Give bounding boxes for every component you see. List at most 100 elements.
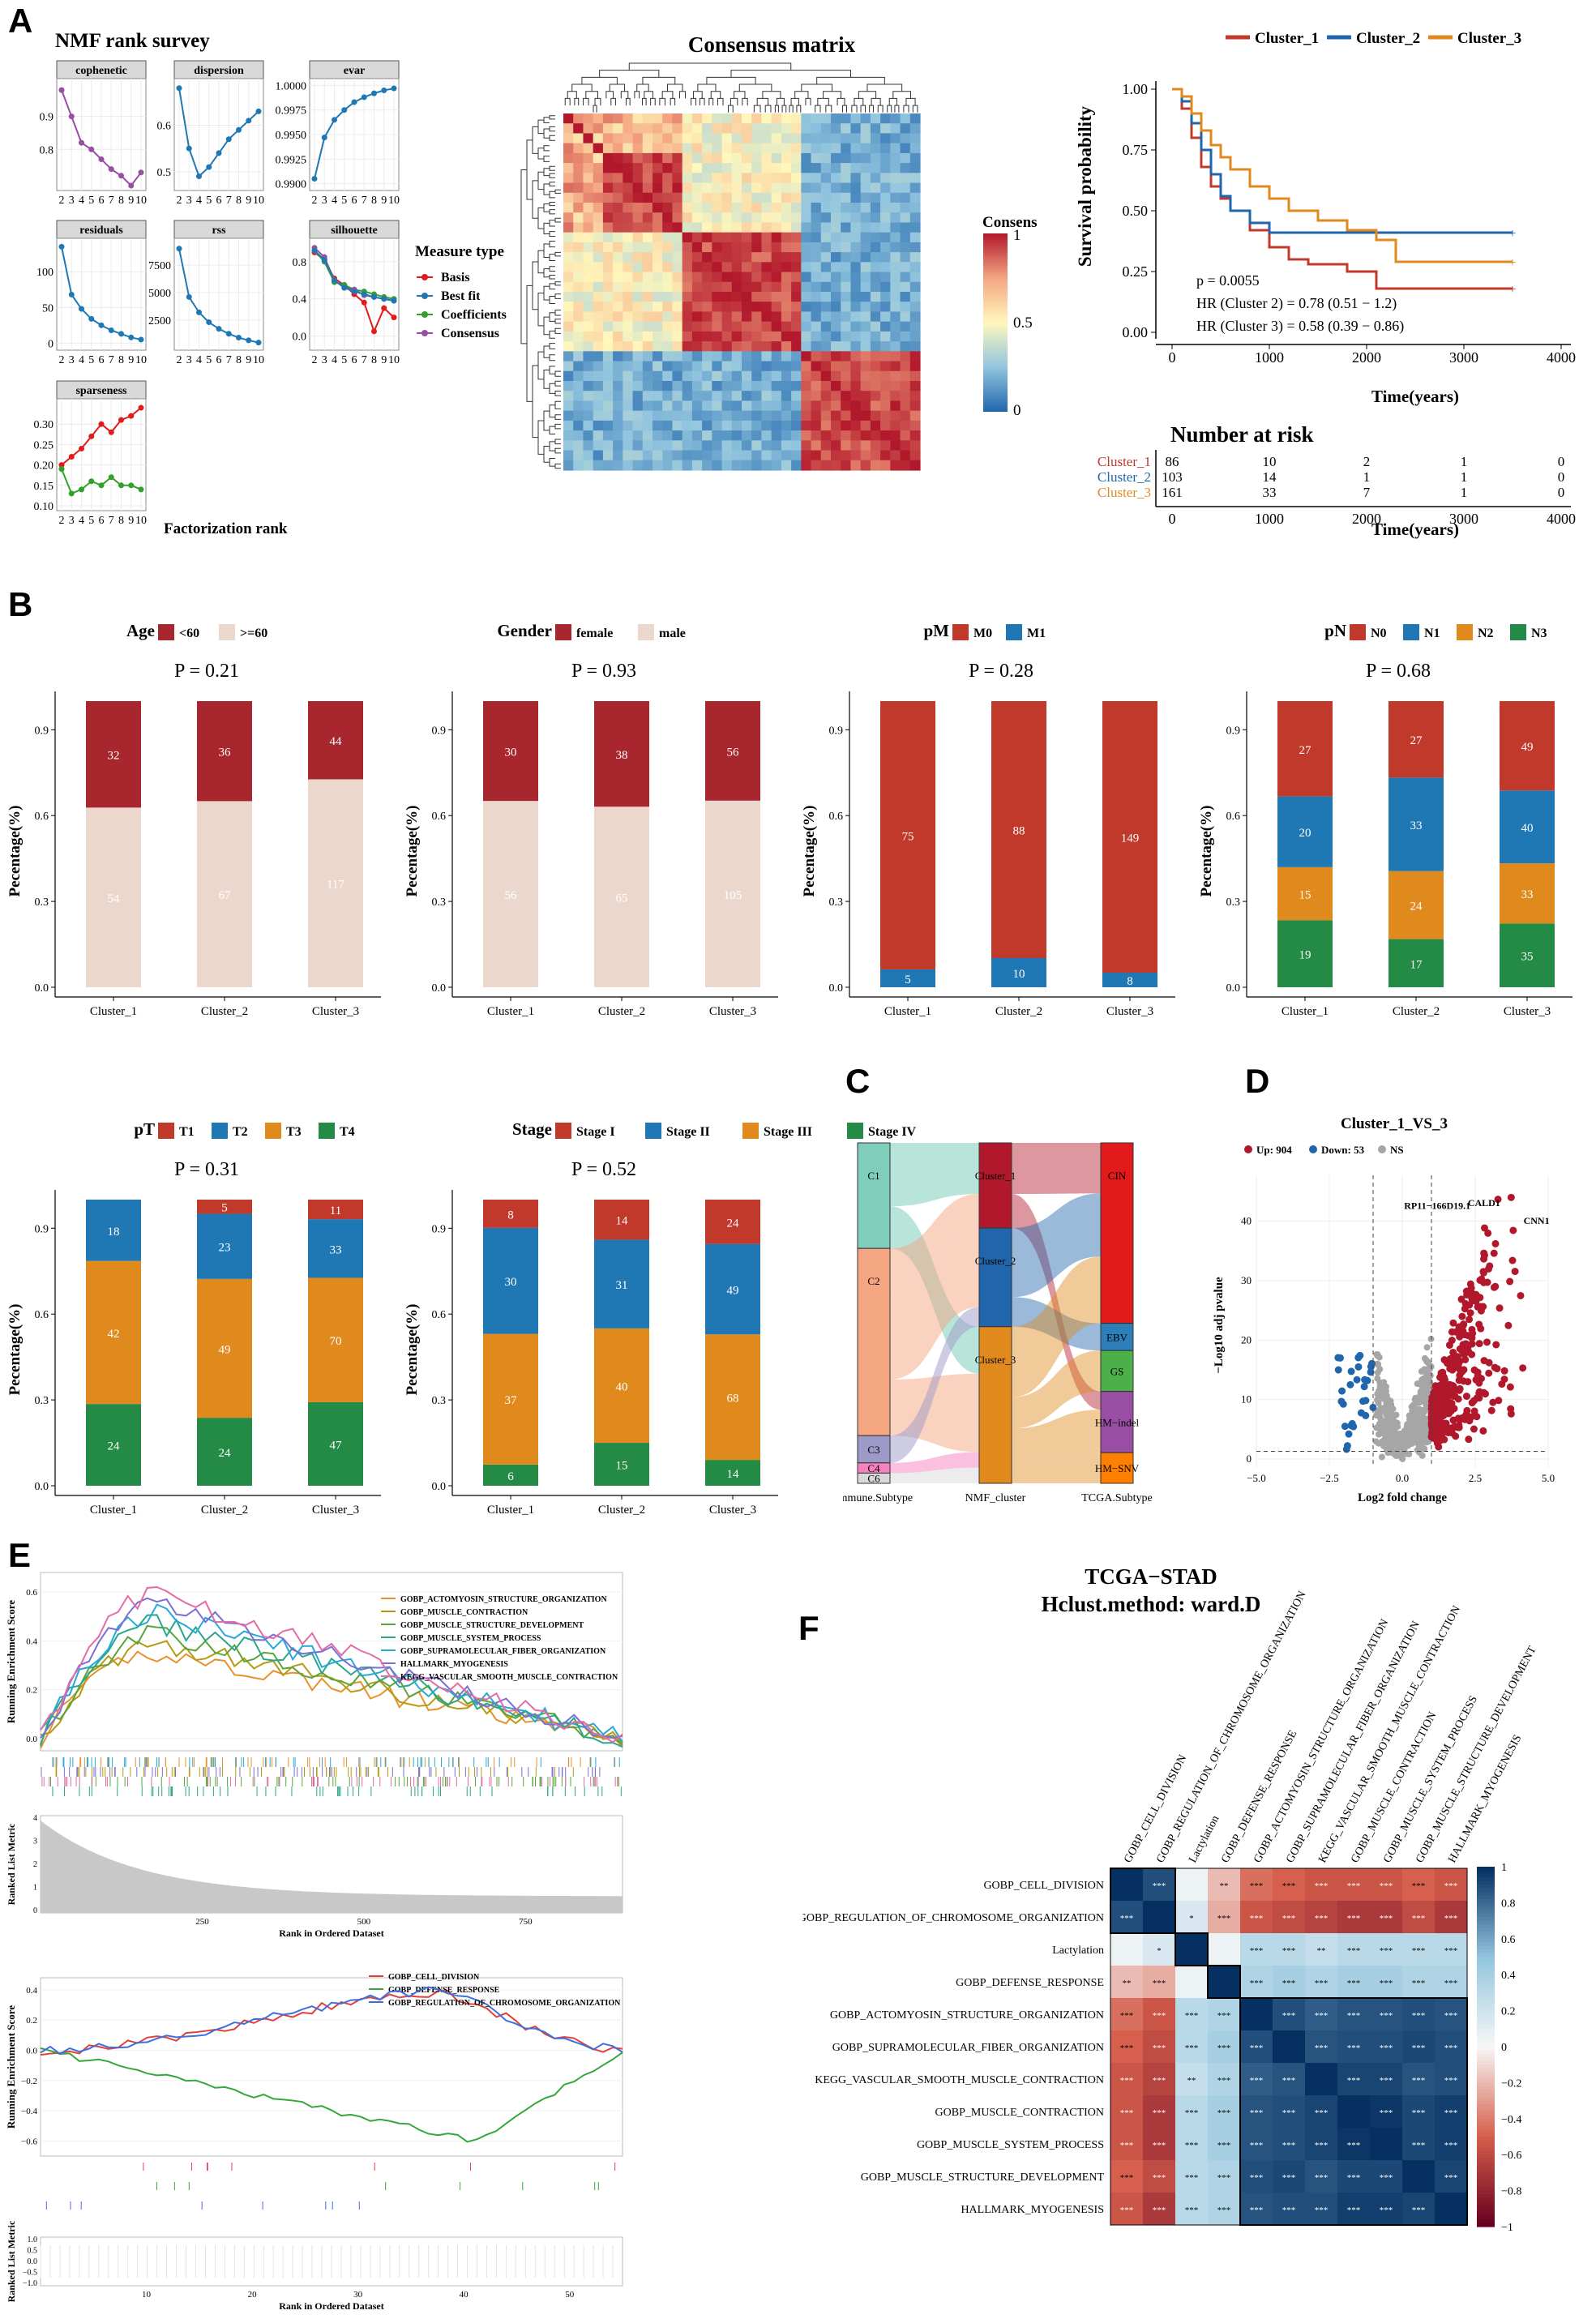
- consensus-cell: [850, 113, 862, 124]
- consensus-colorbar: [983, 233, 1008, 412]
- consensus-cell: [662, 381, 674, 391]
- consensus-cell: [820, 152, 832, 164]
- bar-value-label: 15: [616, 1460, 628, 1473]
- consensus-cell: [870, 430, 881, 441]
- consensus-cell: [900, 182, 911, 194]
- dendrogram-branch: [817, 97, 829, 106]
- consensus-cell: [811, 450, 822, 461]
- corr-significance: ***: [1120, 2011, 1134, 2021]
- consensus-cell: [781, 212, 792, 224]
- consensus-cell: [820, 242, 832, 253]
- consensus-cell: [771, 381, 782, 391]
- consensus-cell: [583, 381, 594, 391]
- consensus-cell: [702, 242, 712, 253]
- volcano-point-up: [1492, 1341, 1500, 1349]
- x-tick-label: 4000: [1547, 349, 1576, 366]
- bar-legend-title: Stage: [512, 1119, 552, 1139]
- corr-cell: [1273, 1868, 1305, 1901]
- consensus-cell: [731, 420, 742, 431]
- consensus-cell: [850, 173, 862, 184]
- consensus-cell: [702, 222, 712, 233]
- corr-significance: ***: [1412, 2141, 1426, 2150]
- consensus-cell: [731, 391, 742, 402]
- consensus-cell: [850, 232, 862, 243]
- series-point: [176, 246, 182, 252]
- consensus-cell: [850, 400, 862, 412]
- consensus-cell: [623, 321, 634, 332]
- x-tick-label: 6: [352, 195, 357, 207]
- consensus-cell: [771, 450, 782, 461]
- consensus-cell: [573, 173, 584, 184]
- survival-curves: +++: [1172, 88, 1517, 297]
- colorbar-segment: [1477, 2097, 1495, 2102]
- consensus-cell: [731, 321, 742, 332]
- x-tick-label: 10: [388, 195, 400, 207]
- x-tick-label: 7: [226, 354, 232, 366]
- bar-segment-female: [705, 701, 760, 801]
- consensus-cell: [583, 113, 594, 124]
- consensus-cell: [583, 143, 594, 154]
- bar-segment-m1: [880, 969, 935, 987]
- gsea-legend-label: GOBP_REGULATION_OF_CHROMOSOME_ORGANIZATI…: [388, 1999, 621, 2008]
- consensus-cell: [880, 182, 891, 194]
- consensus-cell: [801, 420, 812, 431]
- dendrogram-branch: [823, 91, 842, 99]
- volcano-point-up: [1462, 1393, 1470, 1401]
- sankey-node-mid: [978, 1142, 1012, 1229]
- consensus-cell: [742, 420, 752, 431]
- x-tick-label: 7: [362, 195, 367, 207]
- consensus-cell: [811, 242, 822, 253]
- consensus-cell: [781, 203, 792, 213]
- consensus-cell: [751, 311, 763, 323]
- dendrogram-branch: [693, 91, 703, 99]
- consensus-cell: [841, 262, 852, 273]
- consensus-cell: [850, 242, 862, 253]
- facet-title: sparseness: [75, 385, 127, 397]
- volcano-point-up: [1446, 1355, 1454, 1363]
- consensus-cell: [623, 152, 634, 164]
- series-point: [246, 118, 252, 124]
- consensus-cell: [870, 163, 881, 173]
- series-point: [98, 156, 105, 162]
- consensus-cell: [831, 400, 841, 412]
- colorbar-segment: [1477, 2143, 1495, 2148]
- consensus-cell: [583, 272, 594, 283]
- corr-significance: ***: [1185, 2043, 1199, 2053]
- corr-col-label: GOBP_MUSCLE_STRUCTURE_DEVELOPMENT: [1414, 1644, 1538, 1865]
- gsea-xlabel: Rank in Ordered Dataset: [279, 1928, 383, 1937]
- risk-value: 103: [1162, 469, 1183, 485]
- consensus-cell: [682, 232, 693, 243]
- consensus-cell: [653, 450, 663, 461]
- consensus-cell: [890, 321, 901, 332]
- corr-row-label: GOBP_ACTOMYOSIN_STRUCTURE_ORGANIZATION: [830, 2009, 1104, 2022]
- corr-significance: ***: [1250, 2206, 1264, 2215]
- consensus-cell: [583, 341, 594, 352]
- dendrogram-branch: [554, 251, 561, 257]
- x-tick-label: 10: [142, 2290, 152, 2300]
- consensus-matrix: Consensus matrix Consensus 1 0.5 0: [520, 32, 1038, 471]
- consensus-cell: [613, 321, 623, 332]
- consensus-cell: [573, 252, 584, 263]
- volcano-point-up: [1468, 1340, 1476, 1348]
- bar-segment-m0: [991, 701, 1046, 958]
- consensus-cell: [623, 302, 634, 313]
- corr-cell: [1273, 1933, 1305, 1966]
- dendrogram-branch: [554, 189, 561, 194]
- corr-cell: [1208, 2095, 1240, 2128]
- consensus-cell: [870, 123, 881, 135]
- consensus-cell: [801, 450, 812, 461]
- corr-cell: [1435, 1901, 1467, 1933]
- consensus-cell: [721, 272, 733, 283]
- volcano-legend-key: [1244, 1145, 1252, 1153]
- consensus-cell: [691, 163, 703, 173]
- consensus-cell: [632, 173, 644, 184]
- sankey-flow: [1012, 1194, 1101, 1410]
- consensus-cell: [602, 302, 614, 313]
- bar-segment-stageiii: [483, 1333, 538, 1465]
- corr-cell: [1305, 2030, 1337, 2063]
- consensus-cell: [890, 331, 901, 342]
- consensus-cell: [801, 173, 812, 184]
- y-tick-label: 0.0: [293, 332, 307, 344]
- corr-cell: [1402, 1998, 1435, 2030]
